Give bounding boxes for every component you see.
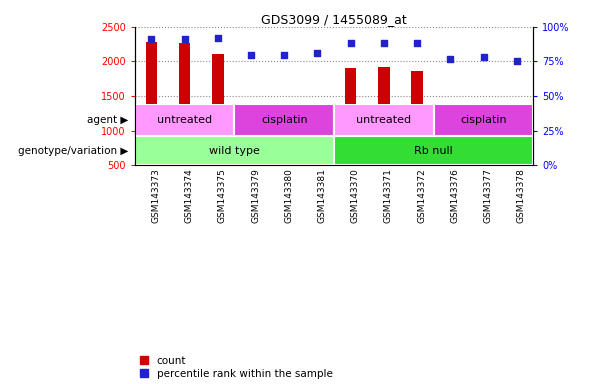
Title: GDS3099 / 1455089_at: GDS3099 / 1455089_at (261, 13, 407, 26)
Point (280, 51, 289, 58)
Point (246, 51, 256, 58)
Text: wild type: wild type (209, 146, 260, 156)
Bar (245, 142, 257, 200)
Point (346, 40, 356, 46)
Bar (433, 104, 533, 136)
Text: GSM143372: GSM143372 (417, 169, 426, 223)
Point (479, 54, 489, 60)
Text: GSM143377: GSM143377 (484, 169, 492, 223)
Text: GSM143375: GSM143375 (218, 169, 227, 223)
Bar (146, 42, 158, 200)
Bar (135, 136, 334, 165)
Point (412, 40, 422, 46)
Bar (234, 104, 334, 136)
Text: cisplatin: cisplatin (261, 115, 308, 125)
Point (213, 35, 223, 41)
Text: cisplatin: cisplatin (460, 115, 507, 125)
Text: GSM143380: GSM143380 (284, 169, 293, 223)
Bar (411, 71, 423, 200)
Bar (378, 67, 390, 200)
Bar (179, 43, 191, 200)
Bar (511, 160, 522, 200)
Legend: count, percentile rank within the sample: count, percentile rank within the sample (140, 356, 333, 379)
Text: GSM143371: GSM143371 (384, 169, 393, 223)
Point (379, 40, 389, 46)
Text: Rb null: Rb null (414, 146, 453, 156)
Text: GSM143370: GSM143370 (351, 169, 360, 223)
Text: GSM143374: GSM143374 (185, 169, 194, 223)
Bar (311, 140, 323, 200)
Bar (278, 142, 290, 200)
Bar (345, 68, 357, 200)
Point (180, 36, 189, 42)
Point (313, 50, 322, 56)
Text: genotype/variation ▶: genotype/variation ▶ (18, 146, 129, 156)
Bar (334, 104, 433, 136)
Point (147, 36, 156, 42)
Text: GSM143373: GSM143373 (151, 169, 161, 223)
Text: GSM143381: GSM143381 (318, 169, 327, 223)
Text: GSM143378: GSM143378 (517, 169, 526, 223)
Point (446, 56, 455, 62)
Text: GSM143376: GSM143376 (451, 169, 459, 223)
Text: untreated: untreated (356, 115, 411, 125)
Bar (478, 152, 489, 200)
Text: GSM143379: GSM143379 (251, 169, 260, 223)
Bar (135, 104, 234, 136)
Text: untreated: untreated (157, 115, 212, 125)
Bar (212, 54, 224, 200)
Text: agent ▶: agent ▶ (88, 115, 129, 125)
Point (512, 58, 522, 65)
Bar (334, 136, 533, 165)
Bar (444, 156, 456, 200)
